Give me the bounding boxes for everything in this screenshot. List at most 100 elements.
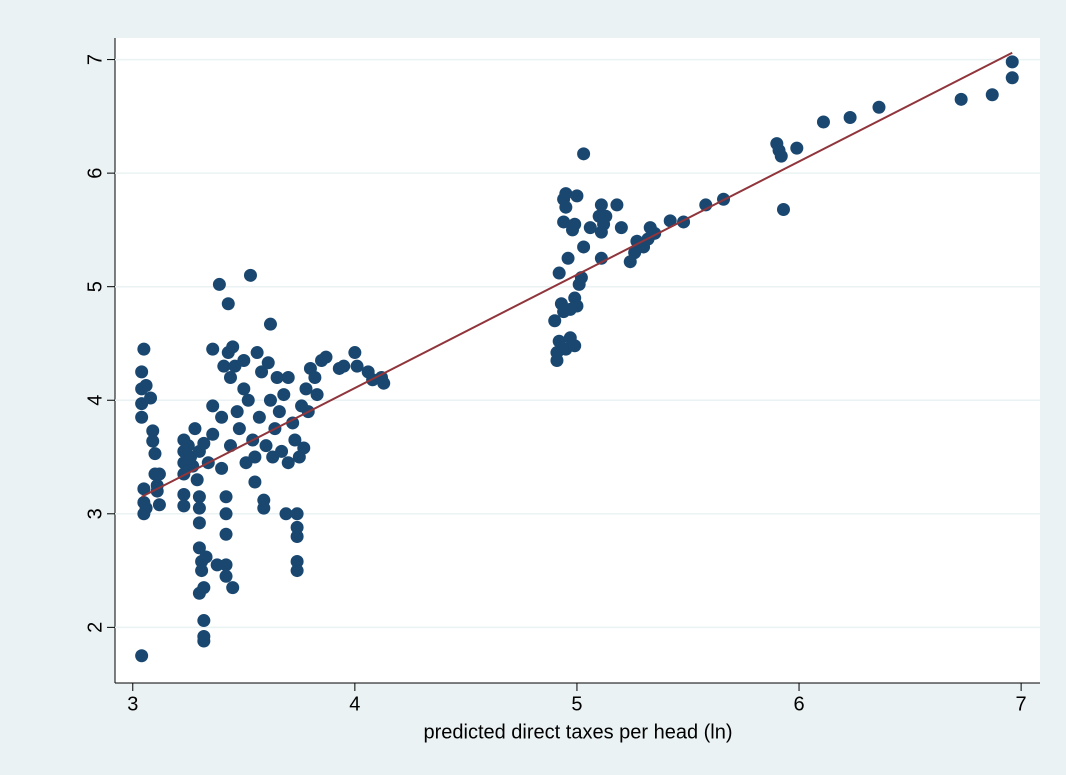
- point: [199, 550, 213, 564]
- point: [195, 564, 209, 578]
- fit-line: [141, 51, 1013, 498]
- point: [177, 487, 191, 501]
- point: [297, 441, 311, 455]
- point: [281, 456, 295, 470]
- point: [152, 467, 166, 481]
- point: [614, 221, 628, 235]
- point: [568, 217, 582, 231]
- point: [275, 444, 289, 458]
- point: [192, 501, 206, 515]
- point: [548, 314, 562, 328]
- point: [248, 450, 262, 464]
- point: [272, 405, 286, 419]
- point: [559, 187, 573, 201]
- point: [561, 251, 575, 265]
- point: [319, 350, 333, 364]
- point: [277, 388, 291, 402]
- point: [577, 240, 591, 254]
- point: [137, 342, 151, 356]
- point: [217, 359, 231, 373]
- point: [252, 410, 266, 424]
- point: [288, 433, 302, 447]
- point: [135, 410, 149, 424]
- point: [776, 202, 790, 216]
- y-tick-label: 5: [84, 281, 106, 292]
- point: [206, 427, 220, 441]
- point: [146, 434, 160, 448]
- point: [1005, 71, 1019, 85]
- point: [221, 297, 235, 311]
- point: [559, 200, 573, 214]
- point: [137, 482, 151, 496]
- point: [290, 530, 304, 544]
- point: [210, 558, 224, 572]
- point: [226, 581, 240, 595]
- point: [263, 317, 277, 331]
- point: [790, 141, 804, 155]
- point: [568, 339, 582, 353]
- point: [255, 365, 269, 379]
- point: [223, 371, 237, 385]
- point: [237, 382, 251, 396]
- point: [230, 405, 244, 419]
- point: [197, 634, 211, 648]
- point: [557, 215, 571, 229]
- point: [219, 569, 233, 583]
- point: [139, 501, 153, 515]
- point: [774, 149, 788, 163]
- x-tick-label: 6: [793, 693, 804, 715]
- point: [583, 221, 597, 235]
- point: [663, 214, 677, 228]
- point: [135, 365, 149, 379]
- point: [192, 516, 206, 530]
- point: [279, 507, 293, 521]
- plot-area: [115, 38, 1040, 683]
- point: [290, 520, 304, 534]
- point: [148, 447, 162, 461]
- point: [577, 147, 591, 161]
- y-tick-label: 4: [84, 395, 106, 406]
- point: [286, 416, 300, 430]
- point: [197, 614, 211, 628]
- point: [299, 382, 313, 396]
- point: [308, 371, 322, 385]
- point: [290, 554, 304, 568]
- point: [281, 371, 295, 385]
- point: [257, 493, 271, 507]
- point: [570, 189, 584, 203]
- point: [219, 490, 233, 504]
- point: [350, 359, 364, 373]
- point: [192, 490, 206, 504]
- x-axis-label: predicted direct taxes per head (ln): [423, 721, 732, 743]
- point: [1005, 55, 1019, 69]
- x-tick-label: 4: [349, 693, 360, 715]
- point: [241, 393, 255, 407]
- point: [188, 422, 202, 436]
- point: [181, 439, 195, 453]
- point: [552, 266, 566, 280]
- point: [248, 475, 262, 489]
- point: [243, 268, 257, 282]
- point: [139, 378, 153, 392]
- y-tick-label: 3: [84, 508, 106, 519]
- point: [215, 410, 229, 424]
- point: [377, 376, 391, 390]
- point: [177, 499, 191, 513]
- point: [215, 461, 229, 475]
- point: [197, 581, 211, 595]
- point: [226, 340, 240, 354]
- point: [144, 391, 158, 405]
- point: [872, 100, 886, 114]
- point: [570, 299, 584, 313]
- point: [261, 356, 275, 370]
- x-tick-label: 7: [1016, 693, 1027, 715]
- point: [206, 342, 220, 356]
- point: [206, 399, 220, 413]
- point: [237, 354, 251, 367]
- point: [610, 198, 624, 212]
- point: [843, 110, 857, 124]
- point: [310, 388, 324, 402]
- point: [152, 498, 166, 512]
- point: [146, 424, 160, 438]
